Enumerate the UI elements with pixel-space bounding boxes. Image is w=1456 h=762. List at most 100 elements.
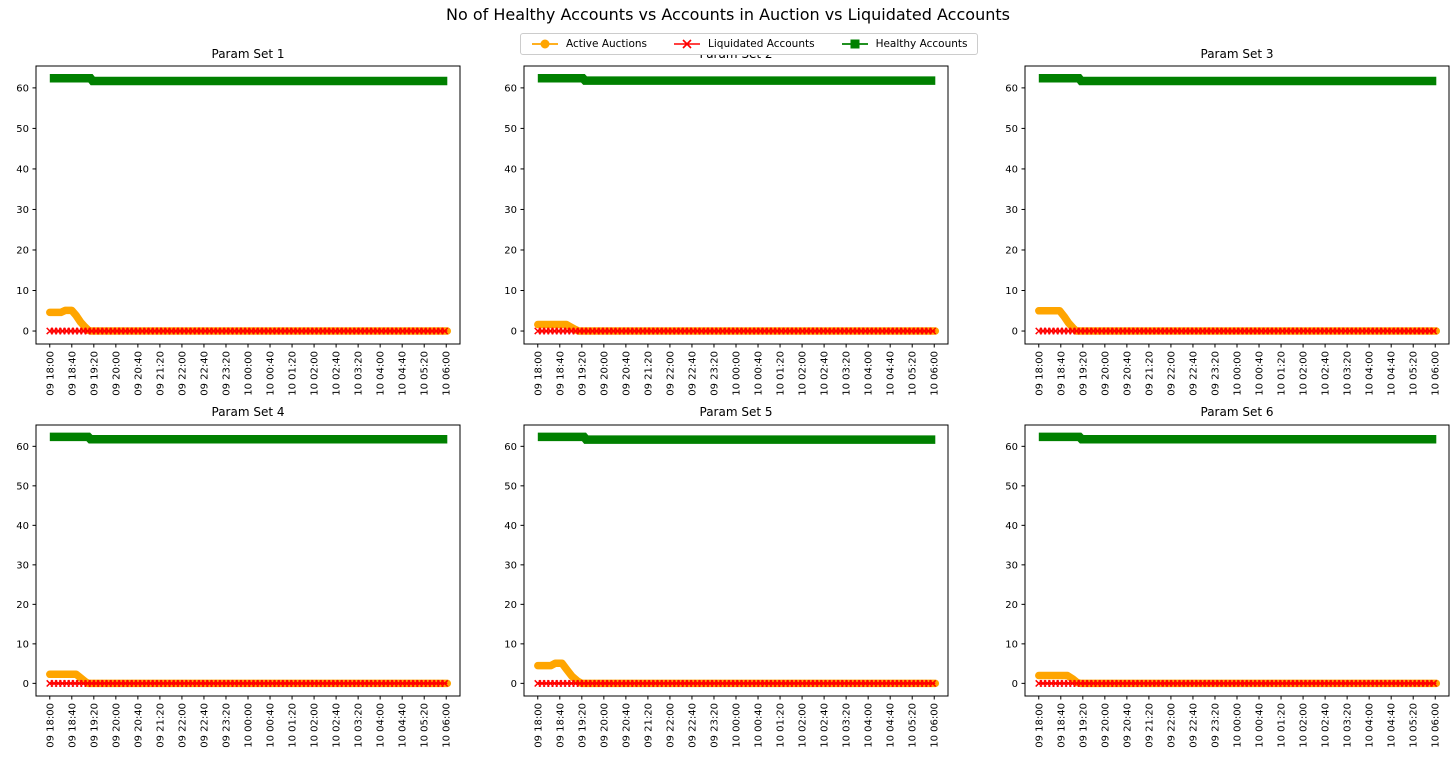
- y-tick-label: 50: [1005, 124, 1018, 135]
- y-tick-label: 40: [16, 521, 29, 532]
- plot-frame: [35, 65, 461, 345]
- y-tick-label: 20: [16, 245, 29, 256]
- x-tick-label: 09 23:20: [709, 703, 720, 748]
- y-tick-label: 60: [16, 83, 29, 94]
- y-tick-label: 0: [1012, 679, 1018, 690]
- x-tick-label: 10 05:20: [908, 351, 919, 396]
- x-tick-label: 10 06:00: [442, 351, 453, 396]
- x-tick-label: 09 20:40: [621, 703, 632, 748]
- series-liquidated-x-markers: [534, 327, 937, 335]
- x-tick-label: 10 03:20: [354, 351, 365, 396]
- x-tick-label: 09 22:00: [1166, 351, 1177, 396]
- legend-label-active-auctions: Active Auctions: [566, 38, 648, 50]
- x-tick-label: 10 04:00: [376, 703, 387, 748]
- y-tick-label: 50: [504, 481, 517, 492]
- x-tick-label: 10 04:40: [1387, 703, 1398, 748]
- x-tick-label: 10 00:40: [1255, 703, 1266, 748]
- series-liquidated-x-markers: [46, 327, 449, 335]
- x-tick-label: 10 01:20: [1277, 351, 1288, 396]
- subplot-title-param-set-3: Param Set 3: [1200, 47, 1274, 61]
- x-tick-label: 10 02:40: [1321, 351, 1332, 396]
- y-tick-label: 10: [1005, 639, 1018, 650]
- x-tick-label: 09 18:00: [533, 703, 544, 748]
- liquidated-accounts-marker-icon: [674, 39, 701, 49]
- y-tick-label: 30: [1005, 560, 1018, 571]
- y-tick-label: 40: [1005, 164, 1018, 175]
- y-tick-label: 50: [1005, 481, 1018, 492]
- x-tick-label: 09 22:40: [199, 351, 210, 396]
- y-tick-label: 30: [504, 205, 517, 216]
- y-tick-label: 40: [16, 164, 29, 175]
- x-tick-label: 10 06:00: [930, 703, 941, 748]
- x-tick-label: 10 04:00: [1365, 703, 1376, 748]
- x-tick-label: 09 22:40: [1188, 703, 1199, 748]
- x-tick-label: 09 20:40: [1122, 703, 1133, 748]
- x-tick-label: 09 20:40: [1122, 351, 1133, 396]
- healthy-accounts-marker-icon: [841, 39, 868, 49]
- plot-frame: [1024, 424, 1450, 697]
- x-tick-label: 09 20:40: [621, 351, 632, 396]
- legend-label-liquidated-accounts: Liquidated Accounts: [708, 38, 815, 50]
- x-tick-label: 10 02:00: [798, 703, 809, 748]
- x-tick-label: 09 20:00: [599, 703, 610, 748]
- x-tick-label: 10 02:40: [332, 351, 343, 396]
- series-healthy-accounts: [49, 432, 448, 444]
- x-tick-label: 10 02:00: [1299, 351, 1310, 396]
- y-tick-label: 10: [504, 286, 517, 297]
- x-tick-label: 09 18:00: [45, 351, 56, 396]
- y-tick-label: 10: [16, 639, 29, 650]
- y-tick-label: 20: [504, 245, 517, 256]
- x-tick-label: 10 04:40: [398, 351, 409, 396]
- chart-canvas-param-set-5: 0 10 20 30 40 50 60 09 18:00 09 18:40 09 19:20 09 …: [504, 424, 949, 748]
- x-tick-label: 09 20:00: [1100, 703, 1111, 748]
- y-tick-label: 0: [1012, 327, 1018, 338]
- x-tick-label: 10 01:20: [1277, 703, 1288, 748]
- x-tick-label: 09 18:40: [1056, 703, 1067, 748]
- x-tick-label: 09 23:20: [1210, 703, 1221, 748]
- x-tick-label: 10 06:00: [1431, 703, 1442, 748]
- legend-item-liquidated-accounts: Liquidated Accounts: [673, 38, 815, 50]
- series-liquidated-x-markers: [1035, 327, 1438, 335]
- x-tick-label: 10 00:40: [754, 351, 765, 396]
- x-tick-label: 09 20:00: [111, 703, 122, 748]
- x-tick-label: 10 02:40: [332, 703, 343, 748]
- x-tick-label: 10 06:00: [930, 351, 941, 396]
- x-tick-label: 09 22:00: [665, 703, 676, 748]
- x-tick-label: 09 21:20: [643, 703, 654, 748]
- y-tick-label: 60: [1005, 83, 1018, 94]
- series-liquidated-x-markers: [1035, 679, 1438, 688]
- x-tick-label: 09 18:00: [45, 703, 56, 748]
- subplot-title-param-set-6: Param Set 6: [1200, 405, 1274, 419]
- x-tick-label: 10 05:20: [420, 351, 431, 396]
- x-tick-label: 09 18:40: [67, 703, 78, 748]
- y-tick-label: 20: [1005, 245, 1018, 256]
- y-tick-label: 60: [504, 442, 517, 453]
- x-tick-label: 09 21:20: [155, 703, 166, 748]
- y-tick-label: 0: [511, 327, 517, 338]
- chart-canvas-param-set-1: 0 10 20 30 40 50 60 09 18:00 09 18:40 09 19:20 09 …: [16, 65, 461, 396]
- y-tick-label: 0: [23, 679, 29, 690]
- y-tick-label: 40: [504, 521, 517, 532]
- x-tick-label: 10 02:40: [820, 703, 831, 748]
- x-tick-label: 09 21:20: [155, 351, 166, 396]
- series-liquidated-x-markers: [534, 679, 937, 688]
- x-tick-label: 09 20:00: [1100, 351, 1111, 396]
- x-tick-label: 09 20:40: [133, 351, 144, 396]
- x-tick-label: 09 22:40: [1188, 351, 1199, 396]
- x-tick-label: 10 04:40: [1387, 351, 1398, 396]
- x-tick-label: 10 01:20: [776, 351, 787, 396]
- x-tick-label: 10 00:00: [1233, 351, 1244, 396]
- x-tick-label: 10 02:00: [798, 351, 809, 396]
- x-tick-label: 10 03:20: [354, 703, 365, 748]
- subplot-title-param-set-5: Param Set 5: [699, 405, 773, 419]
- x-tick-label: 09 21:20: [1144, 351, 1155, 396]
- subplot-title-param-set-4: Param Set 4: [211, 405, 285, 419]
- plot-frame: [1024, 65, 1450, 345]
- y-tick-label: 10: [504, 639, 517, 650]
- x-tick-label: 10 00:00: [732, 703, 743, 748]
- y-tick-label: 10: [16, 286, 29, 297]
- y-tick-label: 0: [23, 327, 29, 338]
- active-auctions-marker-icon: [532, 39, 558, 49]
- chart-canvas-param-set-4: 0 10 20 30 40 50 60 09 18:00 09 18:40 09 19:20 09 …: [16, 424, 461, 748]
